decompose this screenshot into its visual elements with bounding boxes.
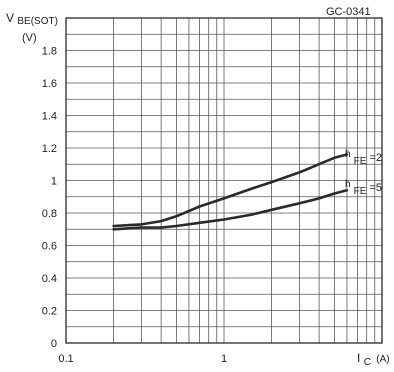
grid	[66, 18, 382, 343]
tick-labels: 0 0.2 0.4 0.6 0.8 1 1.2 1.4 1.6 1.8 0.1 1	[42, 46, 227, 366]
y-tick-label: 0.8	[42, 208, 57, 220]
data-point-hfe5	[175, 225, 178, 227]
data-point-hfe2	[223, 197, 225, 200]
series-lines	[112, 153, 349, 231]
data-point-hfe5	[333, 192, 336, 195]
data-point-hfe5	[318, 197, 321, 200]
x-axis-unit: (A)	[376, 354, 389, 365]
series-label-hfe2: h FE =2	[345, 148, 382, 167]
x-tick-label: 1	[221, 353, 227, 365]
data-point-hfe2	[333, 156, 336, 159]
data-point-hfe5	[223, 218, 225, 221]
x-axis-label-main: I	[357, 351, 360, 365]
figure-code: GC-0341	[326, 6, 371, 18]
y-tick-label: 1.8	[42, 46, 57, 58]
data-point-hfe2	[298, 171, 301, 174]
data-point-hfe5	[198, 221, 201, 224]
x-tick-label: 0.1	[58, 353, 73, 365]
data-point-hfe2	[198, 205, 201, 208]
data-point-hfe5	[270, 208, 273, 211]
data-point-hfe2	[140, 223, 143, 226]
data-point-hfe5	[298, 202, 301, 205]
data-point-hfe2	[346, 153, 348, 156]
y-tick-label: 0.6	[42, 241, 57, 253]
y-tick-label: 0	[51, 338, 57, 350]
data-point-hfe2	[270, 181, 273, 184]
y-axis-label-main: V	[6, 11, 14, 25]
series-line-hfe5	[112, 189, 349, 231]
data-point-hfe5	[346, 189, 348, 192]
y-tick-label: 1.6	[42, 78, 57, 90]
y-axis-label: V BE(SOT)	[6, 11, 58, 27]
series-line-hfe2	[112, 153, 349, 228]
data-point-hfe5	[160, 226, 163, 229]
data-point-hfe2	[250, 187, 253, 190]
data-point-hfe2	[175, 215, 178, 218]
data-point-hfe5	[140, 226, 143, 229]
y-tick-label: 0.2	[42, 306, 57, 318]
y-tick-label: 1	[51, 176, 57, 188]
y-tick-label: 1.2	[42, 143, 57, 155]
data-point-hfe5	[112, 228, 115, 231]
y-tick-label: 1.4	[42, 111, 57, 123]
data-point-hfe5	[250, 213, 253, 216]
y-axis-unit: (V)	[22, 32, 37, 44]
x-axis-label-sub: C	[364, 357, 371, 368]
y-tick-label: 0.4	[42, 273, 57, 285]
data-point-hfe2	[160, 220, 163, 223]
x-axis-label: I C (A)	[357, 351, 390, 368]
data-point-hfe2	[318, 163, 321, 166]
plot-frame	[65, 17, 383, 344]
series-label-hfe5: h FE =5	[345, 178, 382, 197]
data-point-hfe2	[112, 225, 115, 227]
y-axis-label-sub: BE(SOT)	[17, 16, 58, 27]
